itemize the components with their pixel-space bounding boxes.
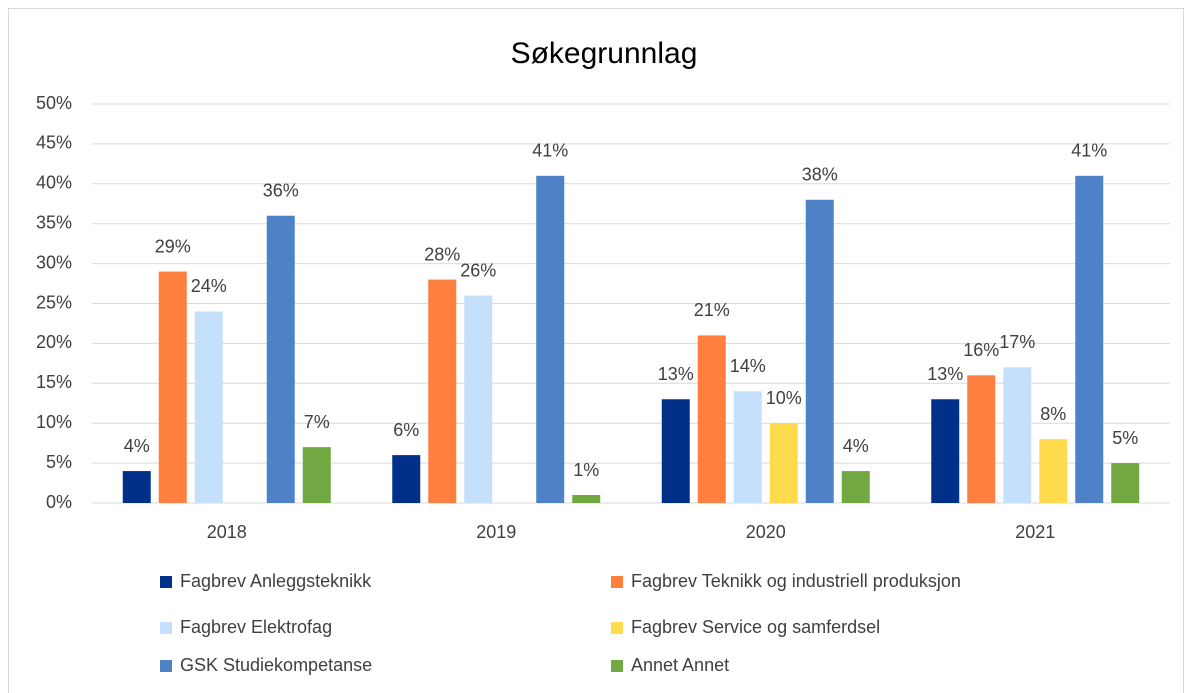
data-label: 8%: [1040, 404, 1066, 424]
bar: [661, 399, 690, 503]
legend-swatch: [160, 660, 172, 672]
data-label: 5%: [1112, 428, 1138, 448]
bar: [1039, 439, 1068, 503]
data-label: 36%: [263, 180, 299, 200]
y-tick-label: 15%: [36, 372, 72, 392]
bar: [931, 399, 960, 503]
bar: [1111, 463, 1140, 503]
legend-swatch: [611, 660, 623, 672]
y-tick-label: 30%: [36, 252, 72, 272]
data-label: 21%: [694, 300, 730, 320]
bar: [266, 215, 295, 503]
legend-label: Fagbrev Service og samferdsel: [631, 617, 880, 637]
legend-label: Fagbrev Elektrofag: [180, 617, 332, 637]
bar: [1075, 175, 1104, 503]
legend-label: Fagbrev Anleggsteknikk: [180, 571, 372, 591]
data-label: 41%: [532, 141, 568, 161]
bar: [302, 447, 331, 503]
bar: [122, 471, 151, 503]
bar: [841, 471, 870, 503]
data-label: 28%: [424, 244, 460, 264]
y-tick-label: 50%: [36, 93, 72, 113]
y-tick-label: 10%: [36, 412, 72, 432]
bar: [194, 311, 223, 503]
legend-swatch: [160, 622, 172, 634]
data-label: 24%: [191, 276, 227, 296]
bar: [967, 375, 996, 503]
data-label: 17%: [999, 332, 1035, 352]
legend-label: GSK Studiekompetanse: [180, 655, 372, 675]
y-tick-label: 45%: [36, 133, 72, 153]
data-label: 1%: [573, 460, 599, 480]
bar: [769, 423, 798, 503]
data-label: 41%: [1071, 141, 1107, 161]
data-label: 14%: [730, 356, 766, 376]
bar: [392, 455, 421, 503]
y-tick-label: 5%: [46, 452, 72, 472]
y-tick-label: 25%: [36, 292, 72, 312]
y-tick-label: 20%: [36, 332, 72, 352]
data-label: 7%: [304, 412, 330, 432]
x-tick-label: 2021: [1015, 522, 1055, 542]
bar: [536, 175, 565, 503]
legend-swatch: [611, 622, 623, 634]
bar: [572, 495, 601, 503]
data-label: 29%: [155, 236, 191, 256]
data-label: 6%: [393, 420, 419, 440]
legend-swatch: [611, 576, 623, 588]
data-label: 13%: [927, 364, 963, 384]
data-label: 16%: [963, 340, 999, 360]
bar: [697, 335, 726, 503]
bar: [805, 199, 834, 503]
chart-title: Søkegrunnlag: [511, 37, 698, 70]
data-label: 4%: [124, 436, 150, 456]
x-tick-label: 2018: [207, 522, 247, 542]
y-tick-label: 35%: [36, 212, 72, 232]
legend-label: Fagbrev Teknikk og industriell produksjo…: [631, 571, 961, 591]
data-label: 26%: [460, 260, 496, 280]
data-label: 10%: [766, 388, 802, 408]
legend-swatch: [160, 576, 172, 588]
bar: [428, 279, 457, 503]
bar: [158, 271, 187, 503]
x-tick-label: 2019: [476, 522, 516, 542]
bar: [1003, 367, 1032, 503]
data-label: 4%: [843, 436, 869, 456]
y-tick-label: 0%: [46, 492, 72, 512]
data-label: 13%: [658, 364, 694, 384]
y-tick-label: 40%: [36, 173, 72, 193]
data-label: 38%: [802, 165, 838, 185]
bar: [464, 295, 493, 503]
legend-label: Annet Annet: [631, 655, 729, 675]
bar: [733, 391, 762, 503]
x-tick-label: 2020: [746, 522, 786, 542]
